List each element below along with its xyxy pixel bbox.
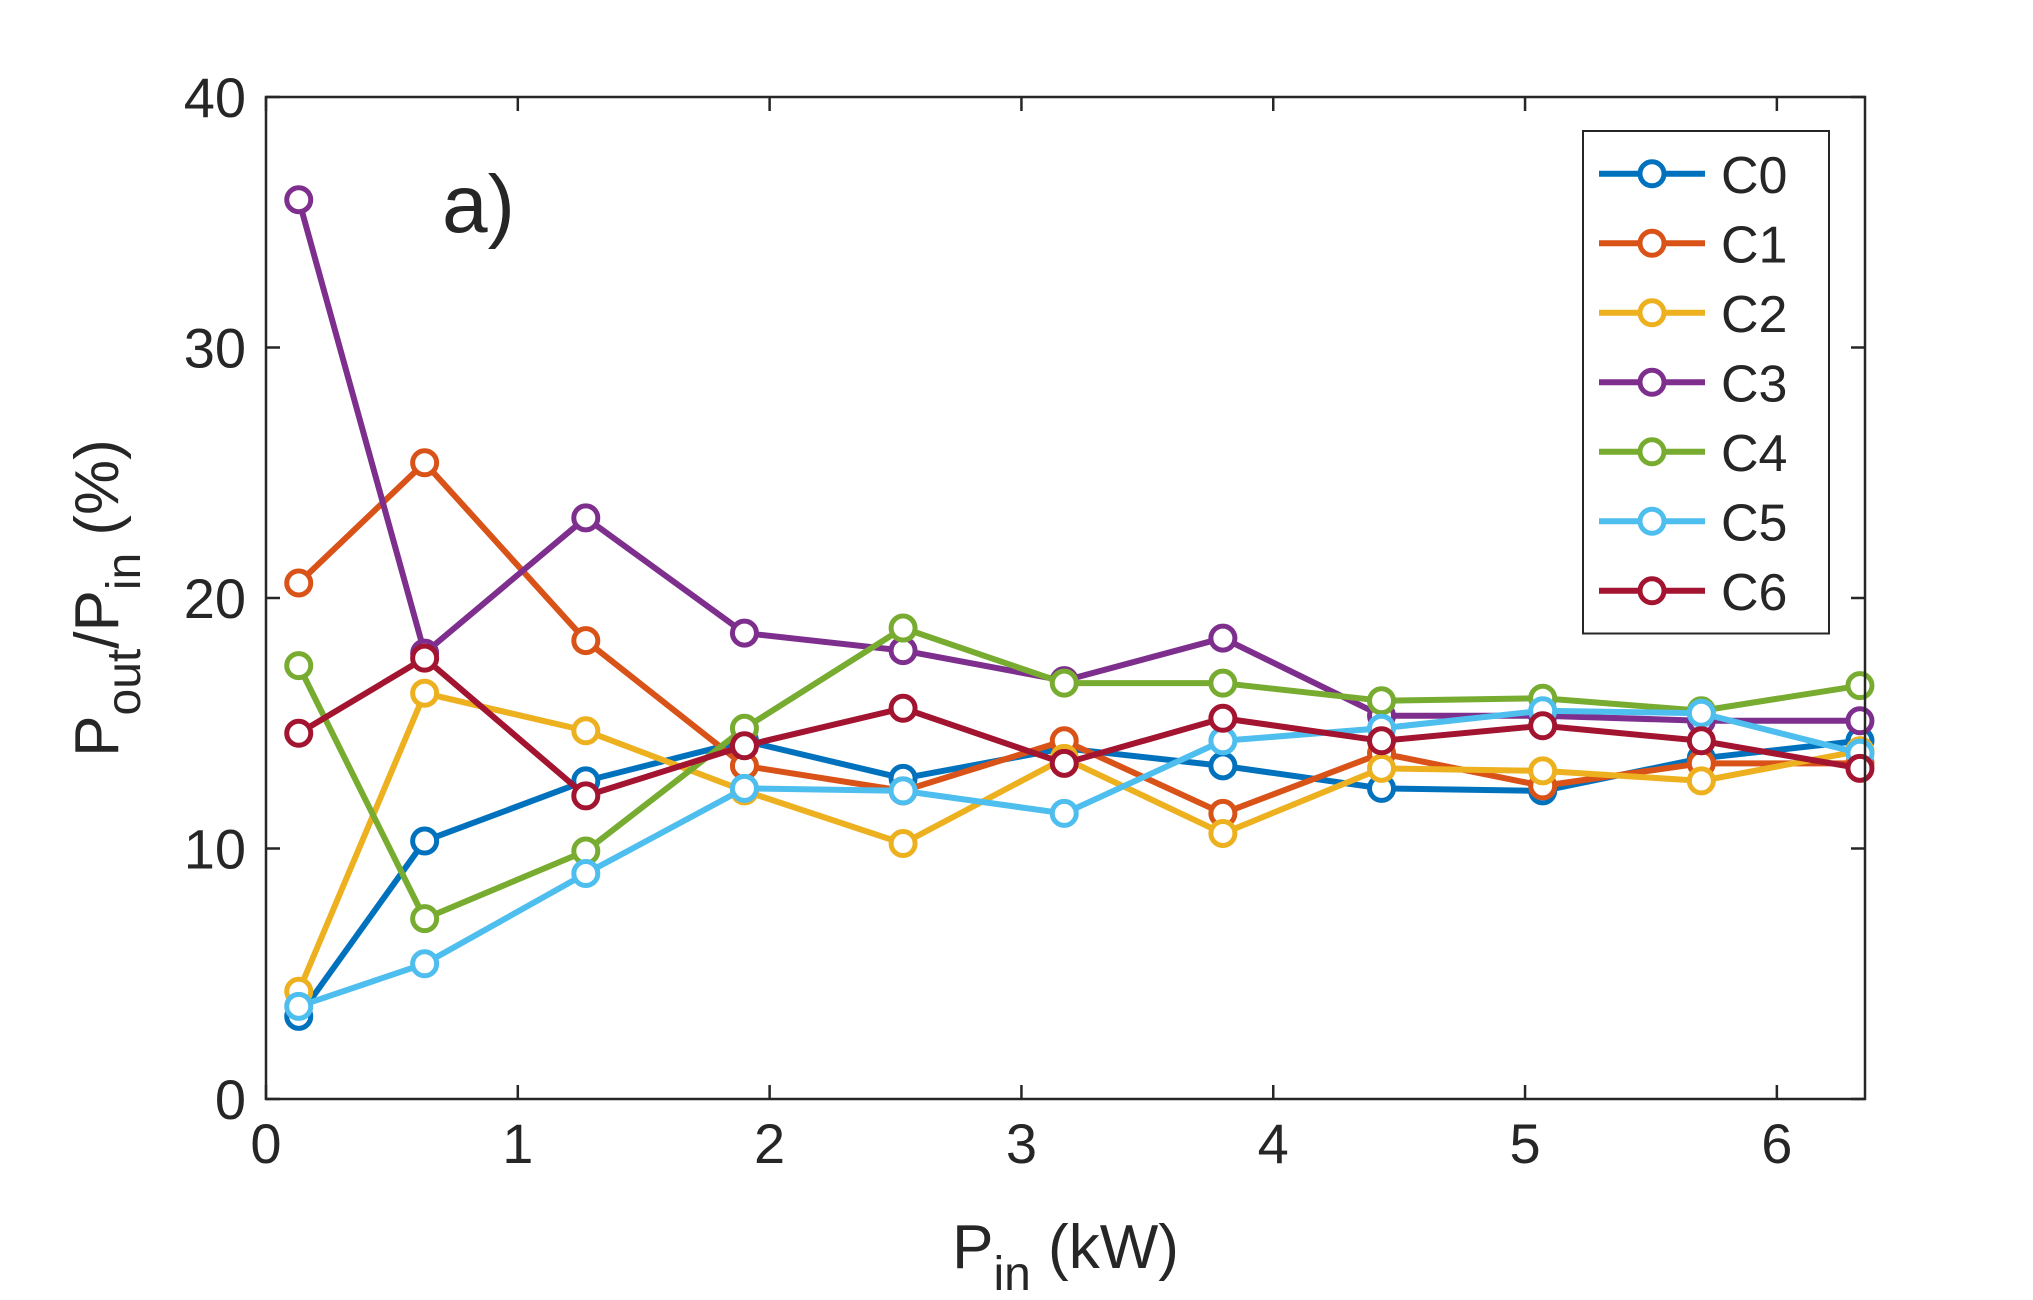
x-axis-title: Pin (kW) (952, 1213, 1179, 1300)
legend-label: C1 (1721, 216, 1787, 274)
data-point (571, 781, 601, 811)
x-tick-label: 6 (1761, 1112, 1792, 1175)
legend-marker (1637, 298, 1667, 328)
legend-label: C0 (1721, 147, 1787, 205)
x-tick-label: 0 (250, 1112, 281, 1175)
data-point (888, 693, 918, 723)
y-tick-label: 10 (184, 818, 246, 881)
legend-item-c3: C3 (1599, 355, 1787, 413)
data-point (1528, 756, 1558, 786)
x-tick-label: 4 (1258, 1112, 1289, 1175)
x-tick-label: 5 (1509, 1112, 1540, 1175)
data-point (888, 776, 918, 806)
legend-label: C3 (1721, 355, 1787, 413)
data-point (410, 643, 440, 673)
data-point (1208, 623, 1238, 653)
data-point (1686, 726, 1716, 756)
legend-marker (1637, 367, 1667, 397)
data-point (1845, 706, 1875, 736)
x-tick-label: 2 (754, 1112, 785, 1175)
data-point (284, 651, 314, 681)
legend-marker (1637, 228, 1667, 258)
legend-marker (1637, 576, 1667, 606)
series-layer (284, 185, 1875, 1031)
data-point (1049, 798, 1079, 828)
data-point (1845, 671, 1875, 701)
y-axis-title: Pout/Pin (%) (63, 439, 151, 757)
data-point (410, 678, 440, 708)
data-point (1686, 698, 1716, 728)
y-axis-title-p2: /P (63, 590, 132, 649)
legend-item-c0: C0 (1599, 147, 1787, 205)
legend: C0 C1 C2 C3 C4 C5 C6 (1582, 130, 1830, 635)
legend-label: C2 (1721, 286, 1787, 344)
data-point (571, 503, 601, 533)
legend-label: C4 (1721, 425, 1787, 483)
data-point (1208, 751, 1238, 781)
y-tick-label: 20 (184, 567, 246, 630)
data-point (1367, 753, 1397, 783)
legend-item-c6: C6 (1599, 564, 1787, 622)
legend-item-c2: C2 (1599, 286, 1787, 344)
data-point (729, 731, 759, 761)
y-axis-title-unit: (%) (63, 439, 132, 553)
x-tick-label: 3 (1006, 1112, 1037, 1175)
data-point (410, 904, 440, 934)
x-axis-title-unit: (kW) (1031, 1213, 1179, 1282)
data-point (1686, 766, 1716, 796)
legend-item-c4: C4 (1599, 425, 1787, 483)
data-point (888, 828, 918, 858)
x-tick-label: 1 (502, 1112, 533, 1175)
legend-items: C0 C1 C2 C3 C4 C5 C6 (1599, 147, 1787, 622)
data-point (1528, 711, 1558, 741)
data-point (284, 991, 314, 1021)
legend-marker (1637, 159, 1667, 189)
data-point (284, 568, 314, 598)
data-point (729, 618, 759, 648)
tick-layer: 0 1 2 3 4 5 6 0 10 20 30 40 (184, 66, 1865, 1175)
data-point (1208, 703, 1238, 733)
x-axis-title-subscript: in (993, 1248, 1030, 1300)
data-point (410, 826, 440, 856)
data-point (888, 613, 918, 643)
series-c6 (284, 643, 1875, 811)
legend-marker (1637, 506, 1667, 536)
legend-item-c5: C5 (1599, 494, 1787, 552)
data-point (571, 859, 601, 889)
panel-label: a) (442, 159, 515, 250)
data-point (571, 716, 601, 746)
series-c1 (284, 448, 1875, 828)
data-point (410, 949, 440, 979)
data-point (1845, 753, 1875, 783)
y-tick-label: 0 (215, 1068, 246, 1131)
x-axis-title-main: P (952, 1213, 993, 1282)
legend-item-c1: C1 (1599, 216, 1787, 274)
y-tick-label: 40 (184, 66, 246, 129)
data-point (1367, 726, 1397, 756)
data-point (1208, 668, 1238, 698)
data-point (1049, 668, 1079, 698)
data-point (1367, 686, 1397, 716)
data-point (729, 773, 759, 803)
y-axis-title-p1: P (63, 715, 132, 756)
y-axis-title-sub2: in (98, 553, 151, 590)
legend-label: C6 (1721, 564, 1787, 622)
y-tick-label: 30 (184, 317, 246, 380)
legend-marker (1637, 437, 1667, 467)
data-point (571, 626, 601, 656)
y-axis-title-sub1: out (98, 649, 151, 716)
data-point (1208, 818, 1238, 848)
legend-label: C5 (1721, 494, 1787, 552)
data-point (1049, 748, 1079, 778)
data-point (284, 718, 314, 748)
data-point (284, 185, 314, 215)
data-point (410, 448, 440, 478)
